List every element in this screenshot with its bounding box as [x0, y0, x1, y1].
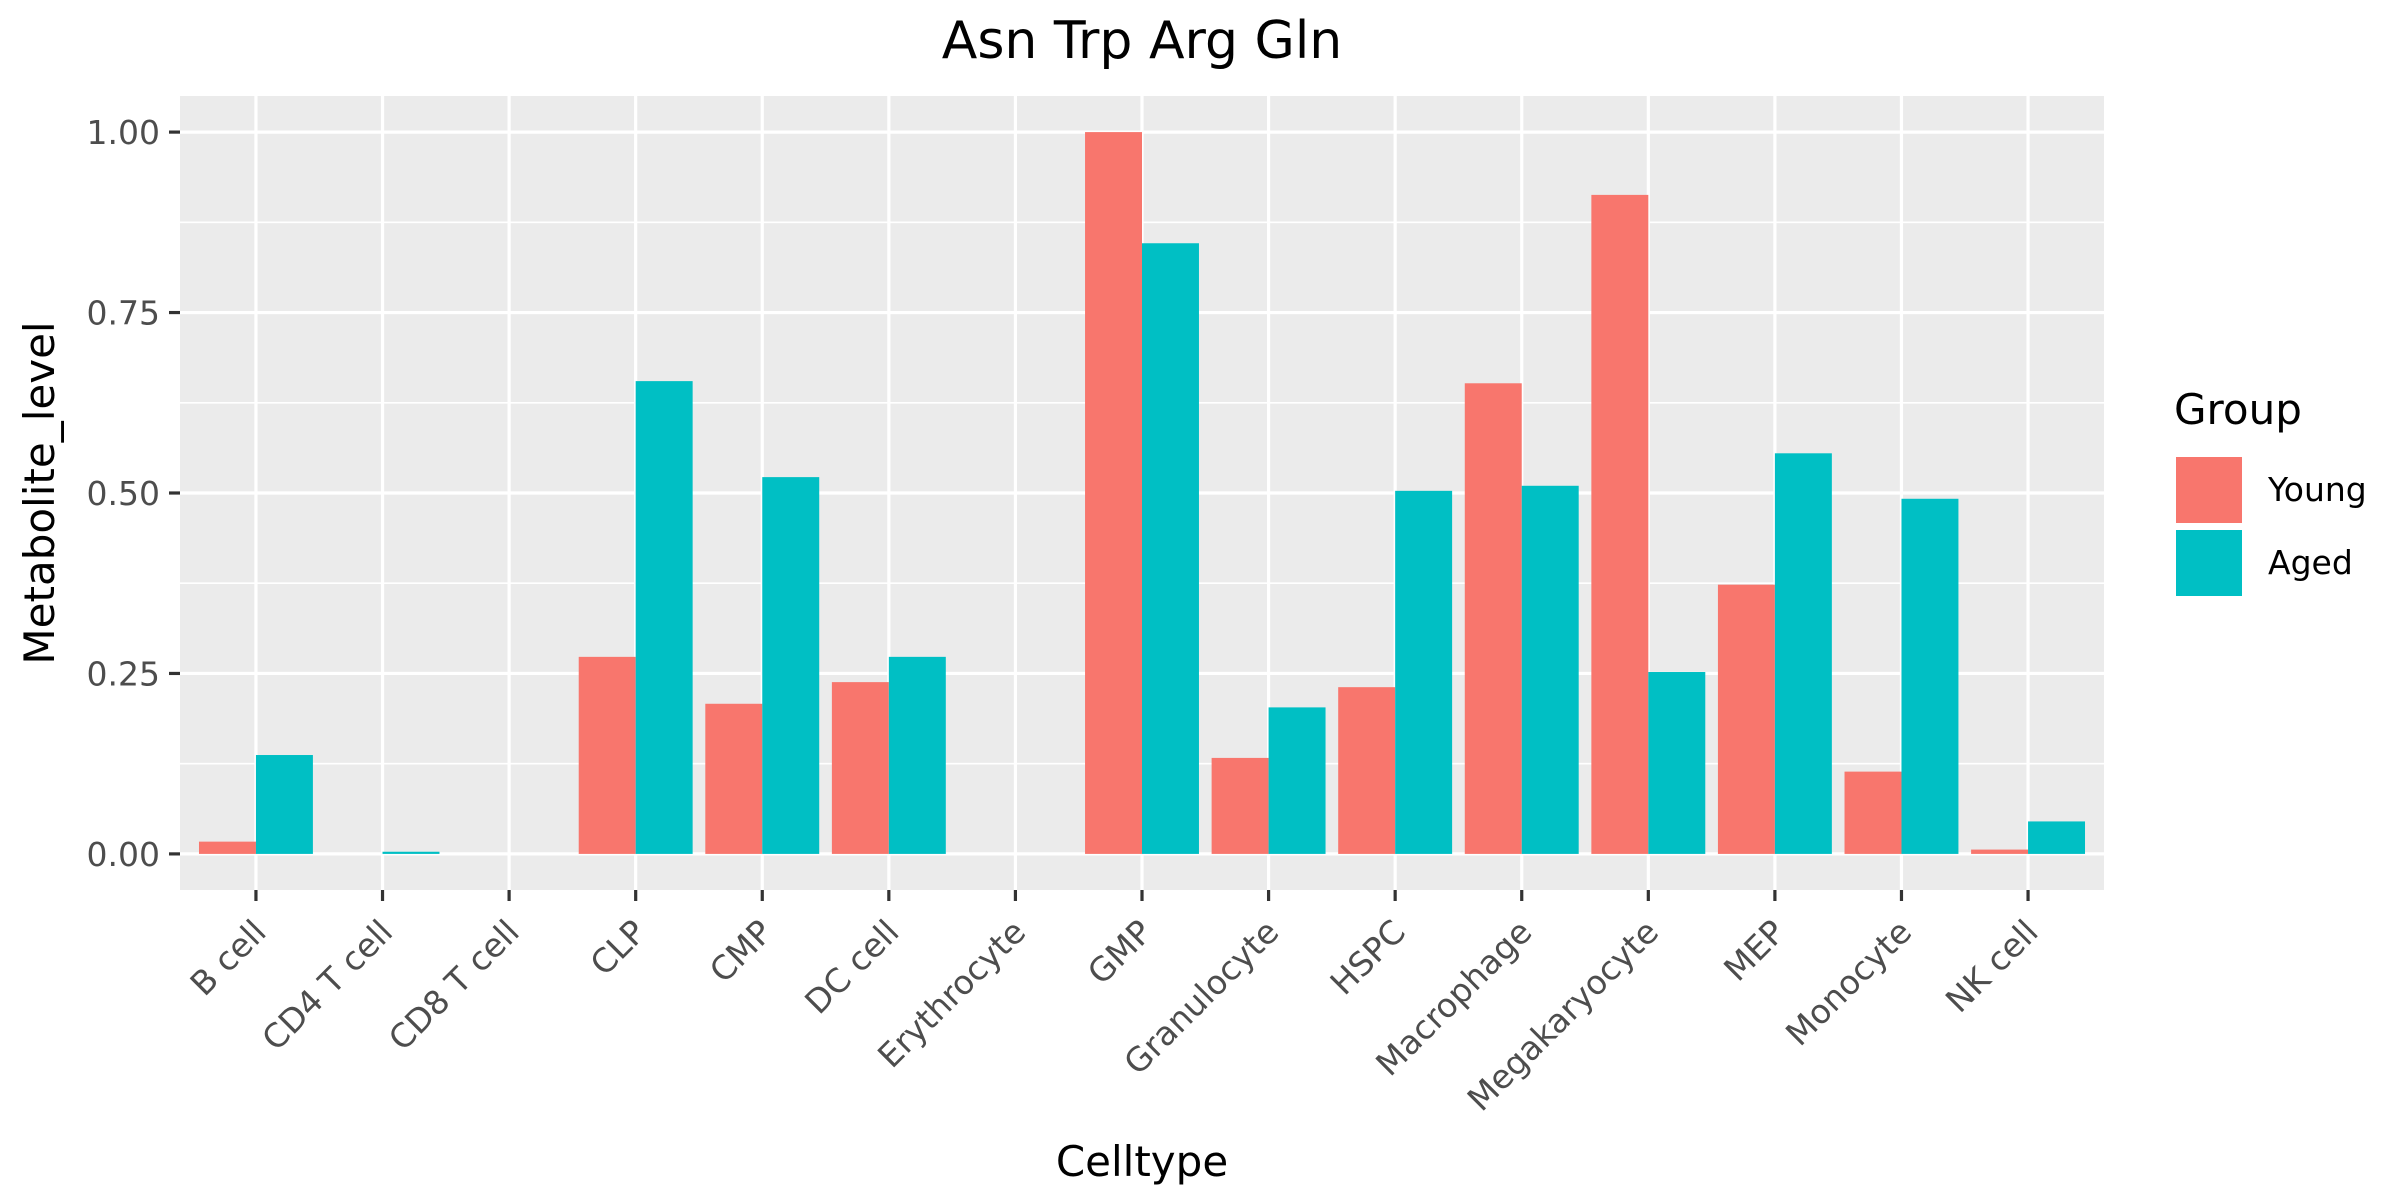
bar-young-nk-cell — [1971, 849, 2029, 854]
bar-young-granulocyte — [1211, 757, 1269, 854]
y-tick-label: 0.50 — [87, 474, 160, 513]
bar-aged-macrophage — [1521, 485, 1579, 854]
bar-young-mep — [1717, 584, 1775, 854]
bar-young-megakaryocyte — [1591, 194, 1649, 854]
bar-young-b-cell — [198, 841, 256, 854]
bar-aged-cd4-t-cell — [382, 851, 440, 854]
bar-young-clp — [578, 656, 636, 854]
x-tick-label: CMP — [702, 912, 780, 990]
bars — [198, 132, 2086, 854]
bar-young-monocyte — [1844, 771, 1902, 854]
bar-young-cmp — [705, 703, 763, 854]
bar-aged-dc-cell — [888, 656, 946, 854]
x-tick-label: Monocyte — [1778, 912, 1919, 1053]
x-tick-label: CD8 T cell — [381, 912, 527, 1058]
bar-aged-granulocyte — [1268, 707, 1326, 854]
x-tick-label: CD4 T cell — [254, 912, 400, 1058]
x-tick-label: CLP — [582, 912, 653, 983]
legend-key-young — [2176, 457, 2242, 523]
bar-aged-cmp — [762, 477, 820, 854]
x-tick-label: HSPC — [1323, 912, 1413, 1002]
x-axis-title: Celltype — [1056, 1137, 1228, 1186]
x-tick-label: B cell — [182, 912, 273, 1003]
legend-key-aged — [2176, 530, 2242, 596]
bar-aged-gmp — [1142, 243, 1199, 854]
legend-label-aged: Aged — [2268, 543, 2353, 582]
bar-aged-mep — [1774, 453, 1832, 854]
x-tick-label: MEP — [1716, 912, 1793, 989]
x-tick-label: NK cell — [1938, 912, 2046, 1020]
bar-aged-hspc — [1395, 490, 1453, 854]
bar-aged-clp — [635, 381, 693, 854]
bar-young-gmp — [1085, 132, 1142, 854]
bar-aged-monocyte — [1901, 498, 1959, 854]
y-axis-title: Metabolite_level — [15, 321, 64, 664]
bar-aged-nk-cell — [2028, 821, 2086, 854]
y-tick-label: 0.00 — [87, 835, 160, 874]
bar-young-hspc — [1338, 687, 1396, 854]
chart-title: Asn Trp Arg Gln — [942, 11, 1342, 71]
bar-aged-b-cell — [255, 755, 313, 854]
y-tick-label: 0.25 — [87, 654, 160, 693]
y-tick-label: 0.75 — [87, 294, 160, 333]
legend-title: Group — [2174, 385, 2302, 434]
bar-young-macrophage — [1464, 383, 1522, 854]
y-axis: 0.00 0.25 0.50 0.75 1.00 — [87, 113, 180, 874]
bar-young-dc-cell — [831, 682, 889, 854]
legend-label-young: Young — [2267, 470, 2367, 509]
legend: Group Young Aged — [2174, 385, 2367, 596]
x-tick-label: GMP — [1080, 912, 1160, 992]
bar-aged-megakaryocyte — [1648, 672, 1706, 854]
x-tick-label: DC cell — [797, 912, 906, 1021]
y-tick-label: 1.00 — [87, 113, 160, 152]
